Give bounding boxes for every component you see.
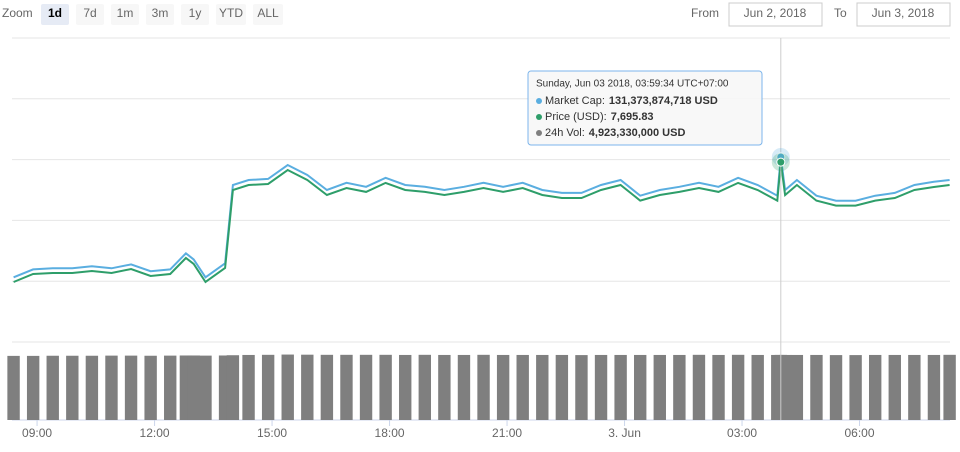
volume-bar	[418, 354, 431, 420]
volume-bar	[908, 354, 921, 420]
x-tick-label: 06:00	[845, 426, 875, 440]
zoom-button[interactable]	[76, 4, 104, 25]
tooltip-value: 131,373,874,718 USD	[609, 95, 718, 107]
to-input[interactable]	[856, 2, 951, 27]
x-tick-label: 15:00	[257, 426, 287, 440]
zoom-button[interactable]	[216, 4, 246, 25]
volume-bar	[634, 354, 647, 420]
tooltip-row: Market Cap: 131,373,874,718 USD	[545, 95, 718, 107]
volume-bar	[261, 354, 275, 420]
volume-bar	[849, 355, 862, 420]
zoom-label: Zoom	[2, 6, 33, 20]
from-label: From	[691, 6, 719, 20]
series-line	[13, 161, 950, 284]
zoom-button-label[interactable]: 7d	[83, 6, 96, 20]
x-tick-label: 03:00	[727, 426, 757, 440]
volume-bar	[379, 354, 392, 420]
to-label: To	[834, 6, 847, 20]
zoom-button-label[interactable]: ALL	[257, 6, 279, 20]
volume-bar	[340, 354, 353, 420]
tooltip-title: Sunday, Jun 03 2018, 03:59:34 UTC+07:00	[536, 79, 729, 90]
volume-bar	[575, 355, 588, 420]
tooltip-dot	[536, 114, 542, 120]
zoom-button-label[interactable]: 1d	[48, 6, 62, 20]
tooltip-label: Price (USD):	[545, 111, 607, 123]
tooltip-dot	[536, 130, 542, 136]
volume-bar	[477, 354, 490, 420]
volume-bar	[731, 354, 745, 420]
zoom-button[interactable]	[253, 4, 283, 25]
volume-bar	[496, 354, 510, 420]
volume-bar	[673, 354, 686, 420]
volume-bar	[144, 355, 157, 420]
tooltip-row: 24h Vol: 4,923,330,000 USD	[545, 127, 685, 139]
volume-bar	[516, 354, 529, 420]
volume-bar	[614, 354, 627, 420]
volume-bar	[242, 354, 255, 420]
zoom-button[interactable]	[146, 4, 174, 25]
to-value[interactable]: Jun 3, 2018	[872, 6, 935, 20]
volume-bar	[869, 354, 882, 420]
zoom-button[interactable]	[41, 4, 69, 25]
volume-bar	[164, 355, 177, 420]
volume-bar	[888, 354, 901, 420]
volume-bar	[226, 355, 240, 420]
volume-bar	[7, 355, 20, 420]
from-value[interactable]: Jun 2, 2018	[744, 6, 807, 20]
volume-bar	[810, 354, 823, 420]
volume-bar	[105, 355, 118, 420]
volume-bar	[594, 354, 608, 420]
volume-bar	[536, 354, 549, 420]
x-tick-label: 3. Jun	[608, 426, 641, 440]
tooltip-label: Market Cap:	[545, 95, 605, 107]
x-tick-label: 12:00	[140, 426, 170, 440]
tooltip-dot	[536, 98, 542, 104]
volume-bar	[790, 354, 804, 420]
volume-bar	[301, 354, 314, 420]
x-tick-label: 18:00	[375, 426, 405, 440]
volume-bar	[653, 354, 666, 420]
volume-bar	[399, 354, 412, 420]
volume-bar	[359, 354, 373, 420]
volume-bar	[927, 354, 941, 420]
volume-bar	[829, 355, 843, 420]
x-tick-label: 21:00	[492, 426, 522, 440]
volume-bar	[943, 354, 956, 420]
volume-bar	[124, 355, 138, 420]
point-marker	[776, 157, 786, 167]
from-input[interactable]	[728, 2, 823, 27]
volume-bar	[751, 354, 764, 420]
volume-bar	[187, 355, 200, 420]
volume-bar	[281, 354, 294, 420]
zoom-button-label[interactable]: 1y	[189, 6, 202, 20]
zoom-button[interactable]	[111, 4, 139, 25]
volume-bar	[46, 355, 59, 420]
volume-bar	[712, 354, 725, 420]
volume-bar	[692, 354, 706, 420]
tooltip-value: 4,923,330,000 USD	[589, 127, 686, 139]
tooltip-box	[527, 70, 763, 146]
tooltip-label: 24h Vol:	[545, 127, 585, 139]
volume-bar	[320, 354, 334, 420]
zoom-button-label[interactable]: YTD	[219, 6, 243, 20]
x-tick-label: 09:00	[22, 426, 52, 440]
volume-bar	[778, 354, 792, 420]
volume-bar	[85, 355, 99, 420]
volume-bar	[457, 354, 471, 420]
tooltip: Sunday, Jun 03 2018, 03:59:34 UTC+07:00 M…	[527, 70, 763, 146]
volume-bar	[66, 355, 79, 420]
tooltip-row: Price (USD): 7,695.83	[545, 111, 654, 123]
volume-bar	[26, 355, 40, 420]
volume-bar	[199, 355, 212, 420]
tooltip-value: 7,695.83	[611, 111, 654, 123]
zoom-button-label[interactable]: 3m	[152, 6, 169, 20]
volume-bar	[438, 354, 451, 420]
zoom-button-label[interactable]: 1m	[117, 6, 134, 20]
volume-bar	[555, 354, 569, 420]
series-line	[13, 156, 950, 279]
zoom-button[interactable]	[181, 4, 209, 25]
